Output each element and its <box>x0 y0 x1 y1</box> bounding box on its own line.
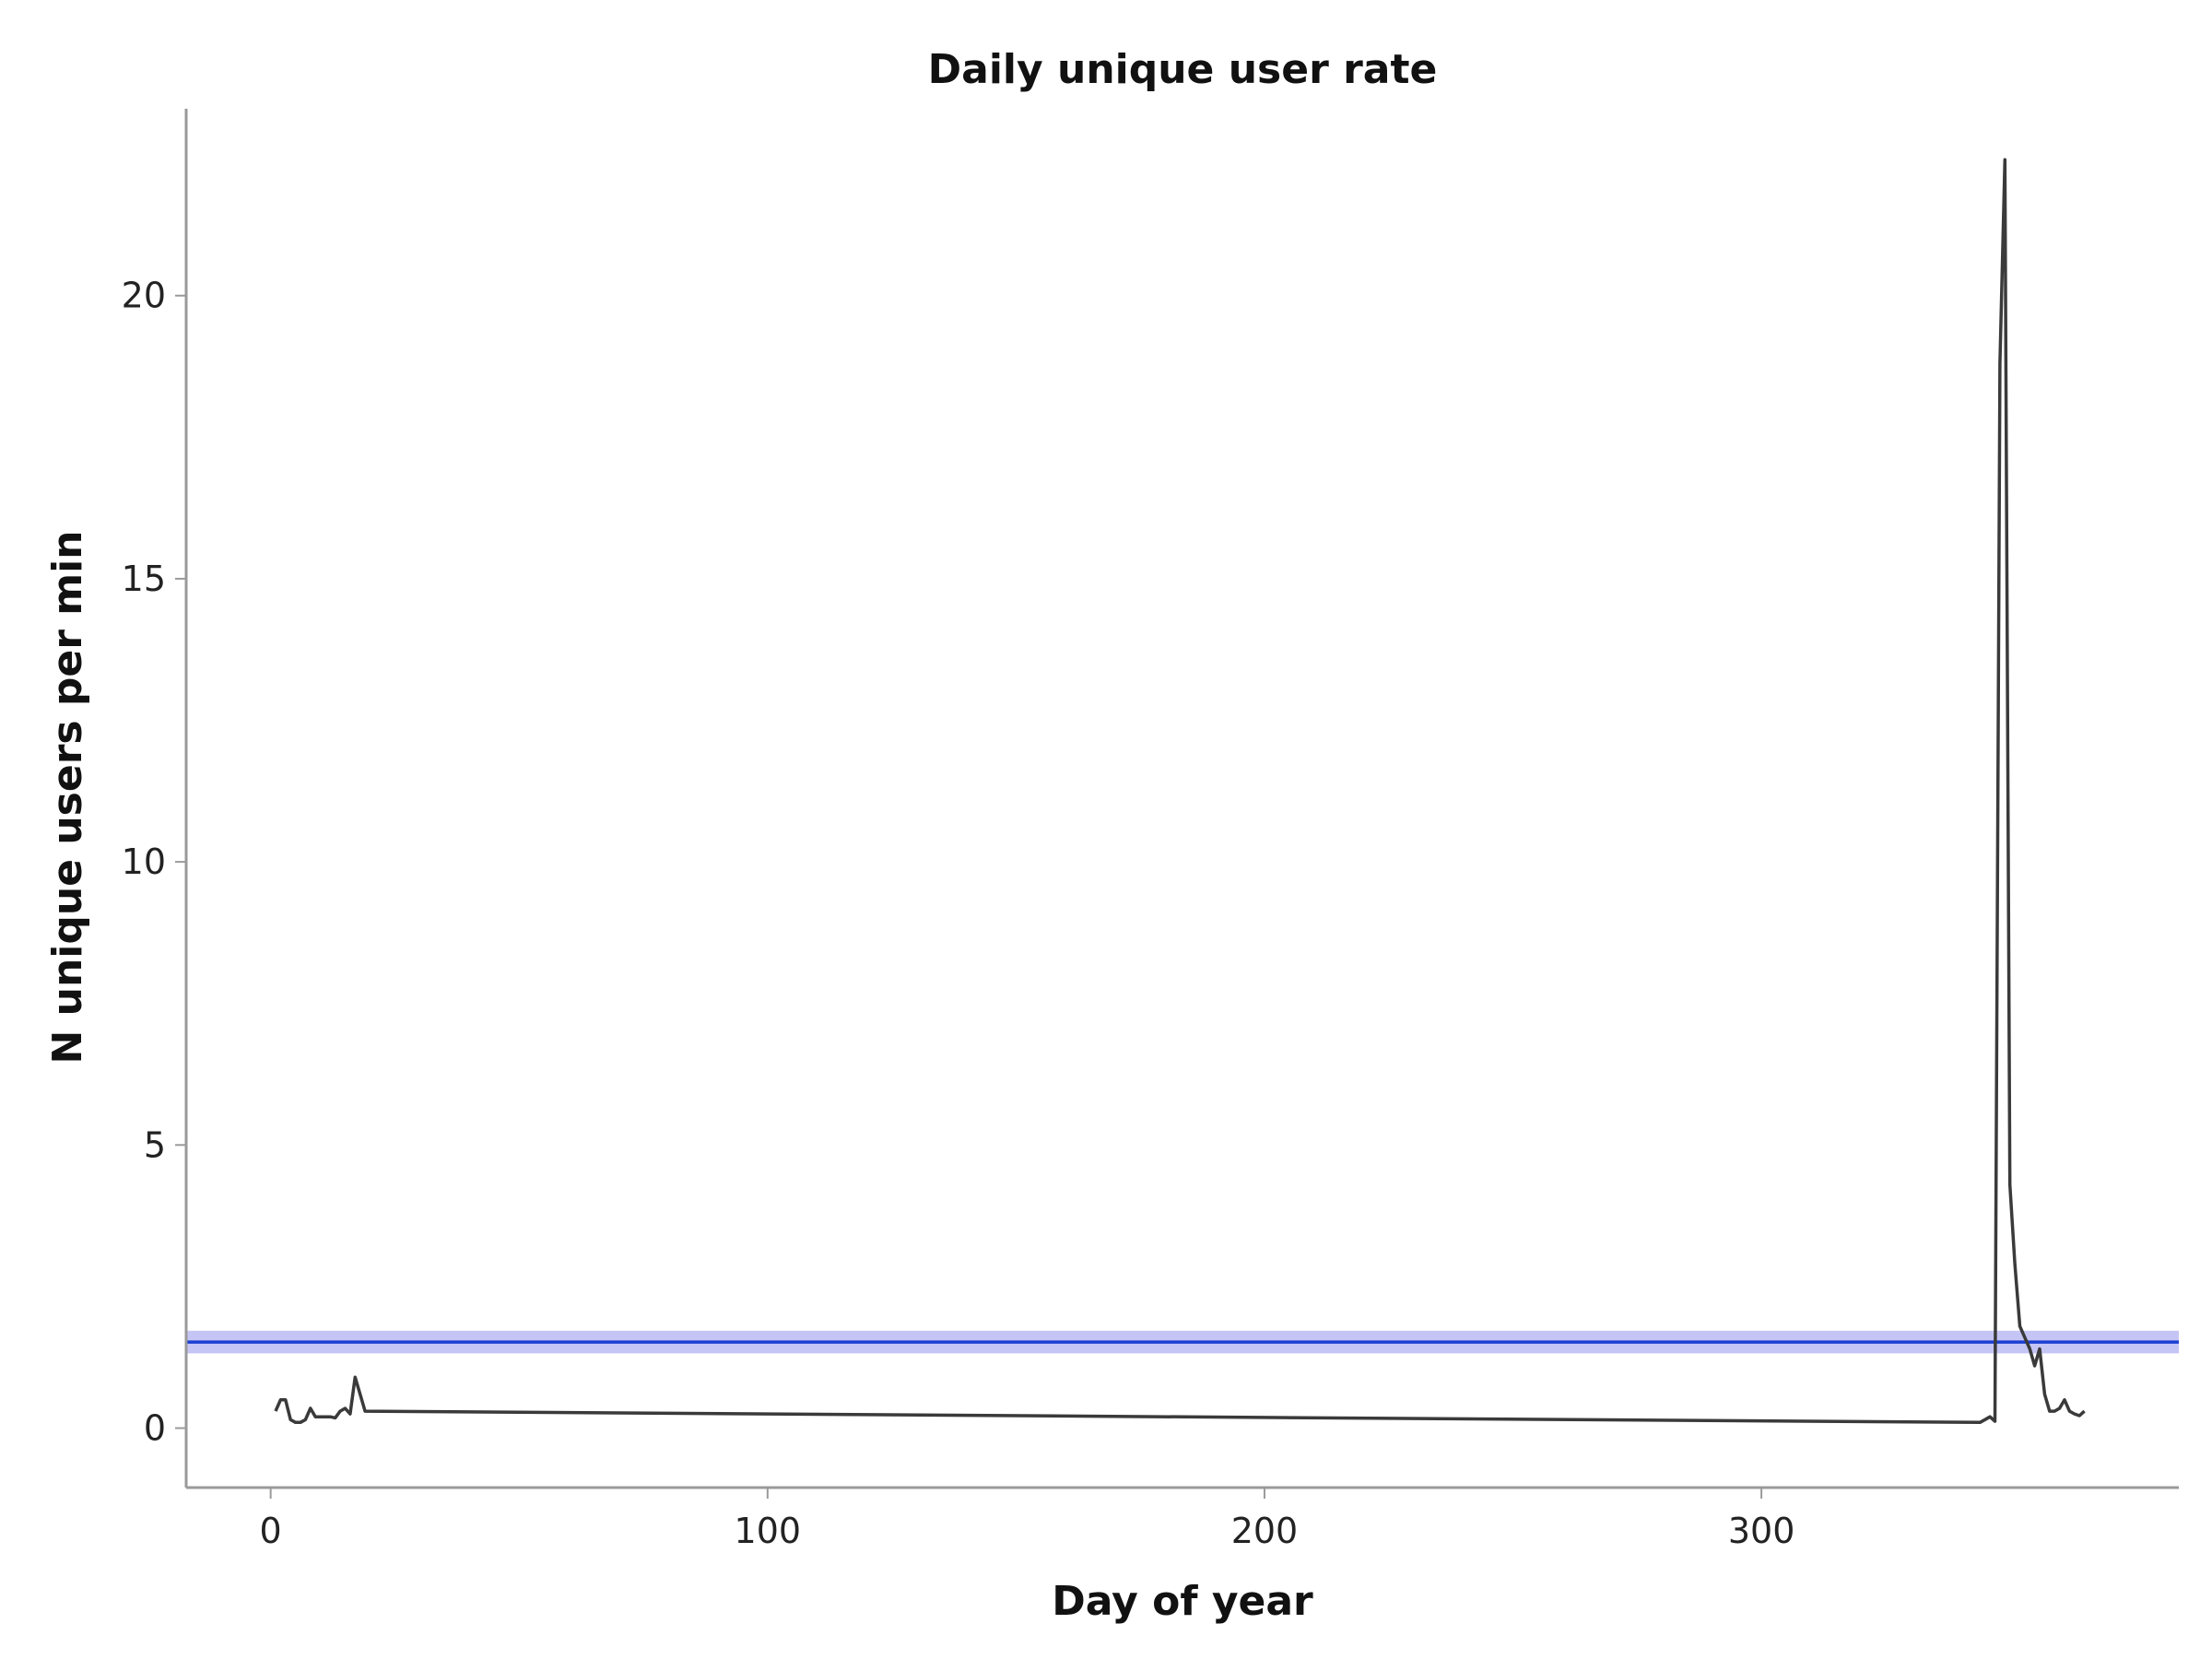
x-tick-label: 200 <box>1231 1511 1299 1551</box>
y-axis-label: N unique users per min <box>44 530 91 1064</box>
y-tick-label: 20 <box>122 276 166 316</box>
x-ticks: 0 100 200 300 <box>260 1488 1795 1551</box>
x-tick-label: 100 <box>735 1511 802 1551</box>
x-axis-label: Day of year <box>1052 1578 1313 1625</box>
y-tick-label: 15 <box>122 559 166 599</box>
y-tick-label: 5 <box>144 1124 166 1165</box>
plot-area <box>186 158 2179 1425</box>
chart-title: Daily unique user rate <box>928 46 1438 93</box>
x-tick-label: 0 <box>260 1511 282 1551</box>
x-tick-label: 300 <box>1728 1511 1795 1551</box>
y-ticks: 0 5 10 15 20 <box>122 276 186 1448</box>
series-line <box>274 158 2086 1425</box>
y-tick-label: 10 <box>122 841 166 882</box>
y-tick-label: 0 <box>144 1407 166 1448</box>
